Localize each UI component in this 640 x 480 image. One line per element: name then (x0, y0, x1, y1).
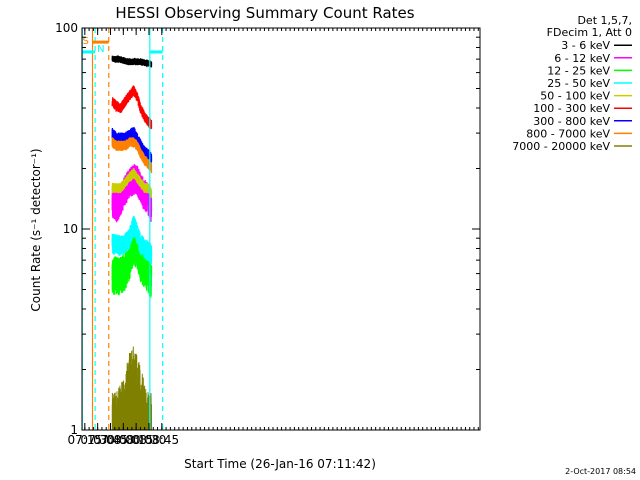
annotation-label: N (97, 44, 104, 55)
y-tick-label: 1 (70, 423, 78, 437)
x-tick-label: 08:45 (145, 433, 180, 447)
annotation-label: S (83, 36, 89, 47)
legend-label: 6 - 12 keV (554, 52, 610, 65)
x-tick-label: 07:15 (68, 433, 103, 447)
footer-timestamp: 2-Oct-2017 08:54 (565, 467, 636, 476)
series-7000-20000-kev (111, 346, 152, 430)
legend-label: 7000 - 20000 keV (512, 140, 610, 153)
series-50-100-kev (111, 168, 153, 198)
legend-label: 3 - 6 keV (561, 39, 610, 52)
x-tick-label: 08:30 (132, 433, 167, 447)
x-axis-label: Start Time (26-Jan-16 07:11:42) (184, 457, 376, 471)
series-3-6-kev (111, 54, 153, 68)
series-25-50-kev (111, 216, 153, 264)
series-100-300-kev (111, 85, 153, 130)
legend-label: 12 - 25 keV (547, 64, 610, 77)
legend-header: Det 1,5,7, (577, 14, 632, 27)
x-tick-label: 07:45 (93, 433, 128, 447)
series-800-7000-kev (111, 137, 153, 174)
series-300-800-kev (111, 127, 153, 165)
y-axis-label: Count Rate (s⁻¹ detector⁻¹) (29, 148, 43, 311)
y-tick-label: 10 (63, 222, 78, 236)
y-tick-label: 100 (55, 21, 78, 35)
legend-header: FDecim 1, Att 0 (547, 26, 632, 39)
x-tick-label: 08:00 (106, 433, 141, 447)
series-6-12-kev (111, 164, 153, 223)
x-tick-label: 08:15 (119, 433, 154, 447)
legend-label: 25 - 50 keV (547, 77, 610, 90)
series-12-25-kev (111, 227, 153, 298)
x-tick-label: 07:30 (80, 433, 115, 447)
legend-label: 50 - 100 keV (540, 90, 610, 103)
chart-title: HESSI Observing Summary Count Rates (115, 4, 414, 22)
legend-label: 300 - 800 keV (533, 115, 610, 128)
legend-label: 800 - 7000 keV (526, 127, 610, 140)
plot-frame (81, 27, 481, 431)
legend-label: 100 - 300 keV (533, 102, 610, 115)
